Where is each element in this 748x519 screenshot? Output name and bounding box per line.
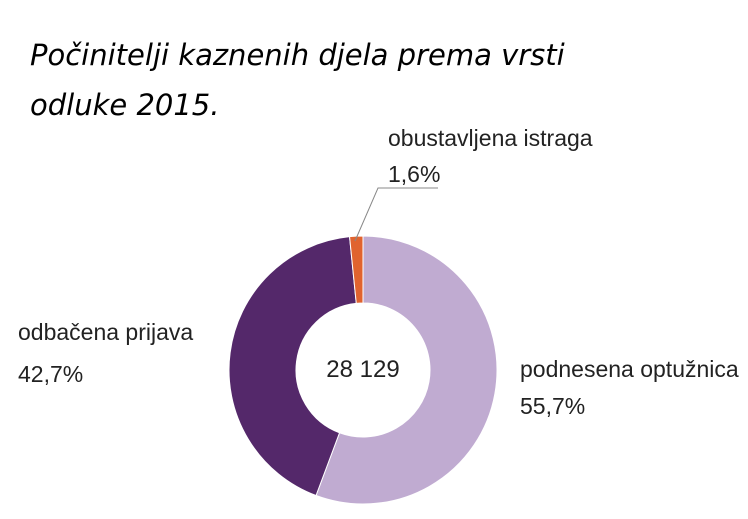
slice-podnesena bbox=[315, 235, 498, 505]
slice-label-podnesena: podnesena optužnica bbox=[520, 356, 739, 382]
slice-label-obustavljena: obustavljena istraga bbox=[388, 125, 593, 151]
chart-title: Počinitelji kaznenih djela prema vrsti o… bbox=[30, 38, 565, 122]
slice-group bbox=[228, 235, 498, 505]
slice-obustavljena bbox=[349, 235, 364, 304]
leader-line-obustavljena bbox=[354, 187, 438, 242]
center-total-label: 28 129 bbox=[326, 356, 399, 383]
slice-value-obustavljena: 1,6% bbox=[388, 161, 441, 187]
slice-label-odbacena: odbačena prijava bbox=[18, 319, 194, 345]
slice-value-odbacena: 42,7% bbox=[18, 361, 84, 387]
slice-value-podnesena: 55,7% bbox=[520, 393, 586, 419]
slice-odbacena bbox=[228, 236, 357, 497]
